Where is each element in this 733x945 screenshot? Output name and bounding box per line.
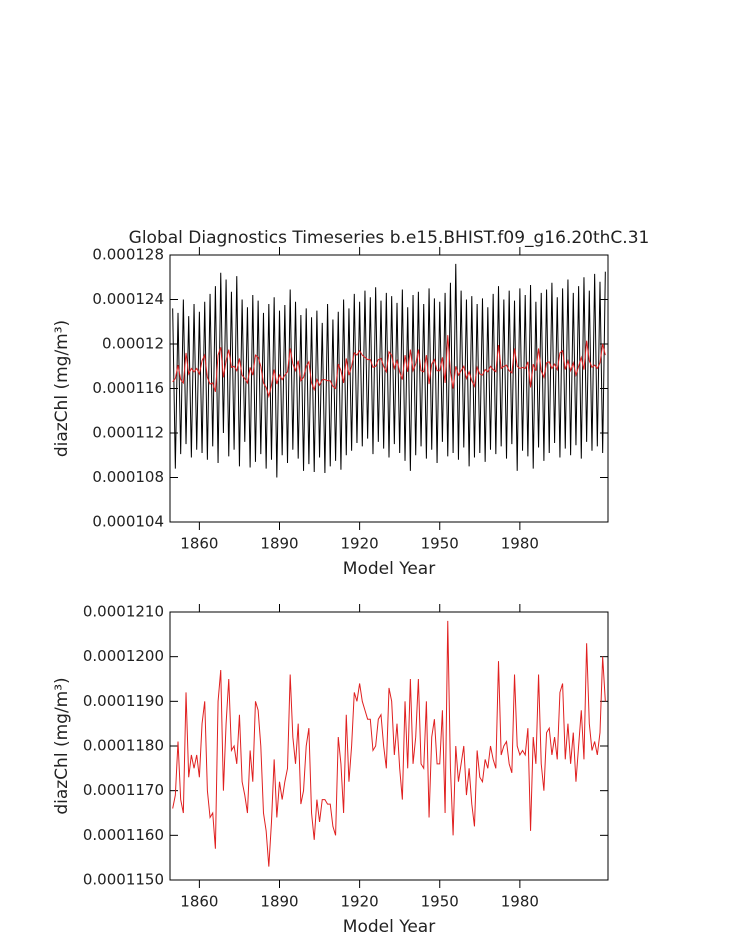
y-tick-label: 0.0001180 [83, 737, 164, 755]
x-tick-label: 1890 [260, 535, 298, 553]
x-tick-label: 1980 [501, 535, 539, 553]
x-tick-label: 1920 [341, 893, 379, 911]
y-tick-label: 0.0001200 [83, 647, 164, 665]
x-axis-label: Model Year [343, 917, 435, 937]
x-tick-label: 1890 [260, 893, 298, 911]
series-line [172, 620, 606, 867]
chart-title: Global Diagnostics Timeseries b.e15.BHIS… [129, 228, 650, 248]
y-tick-label: 0.0001160 [83, 826, 164, 844]
y-tick-label: 0.0001170 [83, 781, 164, 799]
y-axis-label: diazChl (mg/m³) [52, 677, 72, 814]
series-line [172, 263, 606, 478]
x-tick-label: 1860 [180, 893, 218, 911]
x-tick-label: 1920 [341, 535, 379, 553]
y-tick-label: 0.000104 [92, 513, 164, 531]
x-tick-label: 1980 [501, 893, 539, 911]
y-axis-label: diazChl (mg/m³) [52, 320, 72, 457]
x-tick-label: 1860 [180, 535, 218, 553]
x-axis-label: Model Year [343, 559, 435, 579]
y-tick-label: 0.000128 [92, 246, 164, 264]
y-tick-label: 0.0001210 [83, 603, 164, 621]
plot-frame [169, 254, 609, 523]
y-tick-label: 0.000108 [92, 468, 164, 486]
series-line [172, 335, 606, 399]
y-tick-label: 0.0001190 [83, 692, 164, 710]
x-tick-label: 1950 [421, 535, 459, 553]
x-tick-label: 1950 [421, 893, 459, 911]
y-tick-label: 0.00012 [102, 335, 164, 353]
y-tick-label: 0.0001150 [83, 871, 164, 889]
plot-frame [169, 611, 609, 881]
y-tick-label: 0.000112 [92, 424, 164, 442]
y-tick-label: 0.000124 [92, 290, 164, 308]
y-tick-label: 0.000116 [92, 379, 164, 397]
